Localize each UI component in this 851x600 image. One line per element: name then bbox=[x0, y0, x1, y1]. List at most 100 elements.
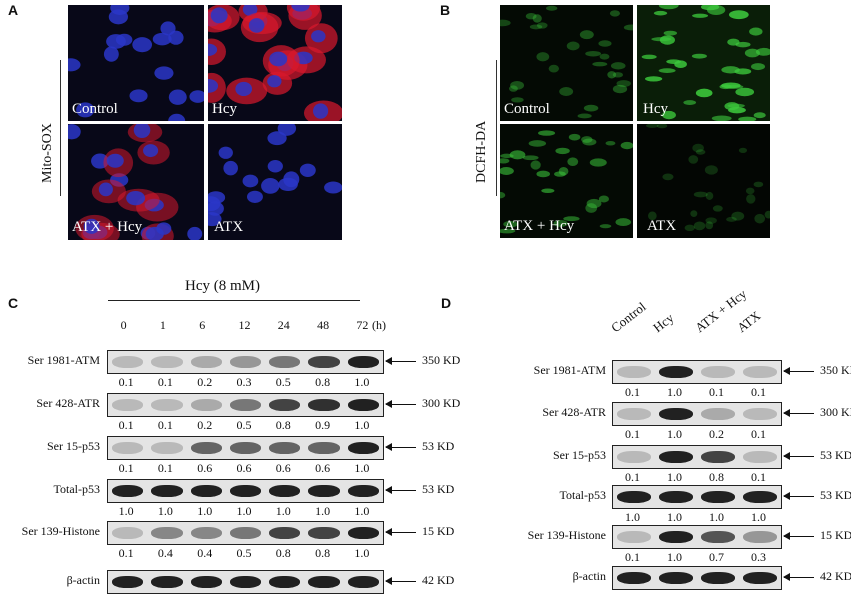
densitometry-value: 0.1 bbox=[158, 375, 173, 390]
nucleus bbox=[267, 131, 286, 145]
blot-band bbox=[308, 399, 339, 411]
dcfh-cell bbox=[754, 112, 766, 118]
blot-strip bbox=[612, 402, 782, 426]
blot-band bbox=[659, 408, 693, 420]
blot-band bbox=[659, 531, 693, 543]
dcfh-cell bbox=[590, 158, 607, 166]
densitometry-value: 0.5 bbox=[237, 546, 252, 561]
blot-band bbox=[659, 451, 693, 463]
nucleus bbox=[129, 89, 147, 102]
dcfh-cell bbox=[688, 155, 698, 164]
dcfh-cell bbox=[705, 165, 718, 174]
blot-band bbox=[269, 527, 300, 539]
blot-band bbox=[743, 408, 777, 420]
blot-band bbox=[230, 399, 261, 411]
kd-arrow bbox=[386, 581, 416, 582]
nucleus bbox=[313, 103, 328, 118]
densitometry-value: 0.6 bbox=[276, 461, 291, 476]
panel-d-row-label: Ser 139-Histone bbox=[528, 528, 606, 543]
blot-band bbox=[743, 366, 777, 378]
dcfh-cell bbox=[696, 89, 713, 98]
blot-band bbox=[701, 531, 735, 543]
densitometry-value: 1.0 bbox=[709, 510, 724, 525]
lane-label: Hcy bbox=[650, 310, 677, 336]
dcfh-cell bbox=[751, 63, 765, 70]
blot-band bbox=[659, 366, 693, 378]
dcfh-cell bbox=[694, 221, 705, 230]
dcfh-cell bbox=[746, 194, 755, 204]
densitometry-value: 1.0 bbox=[237, 504, 252, 519]
dcfh-hcy-tile: Hcy bbox=[637, 5, 770, 121]
kd-arrow bbox=[784, 577, 814, 578]
blot-band bbox=[743, 531, 777, 543]
dcfh-cell bbox=[581, 136, 592, 143]
dcfh-control-label: Control bbox=[504, 101, 550, 118]
molecular-weight-label: 53 KD bbox=[820, 488, 851, 503]
densitometry-value: 0.6 bbox=[315, 461, 330, 476]
blot-band bbox=[151, 485, 182, 497]
dcfh-cell bbox=[705, 221, 713, 229]
dcfh-cell bbox=[683, 100, 696, 105]
densitometry-value: 0.8 bbox=[276, 546, 291, 561]
nucleus bbox=[99, 182, 113, 196]
panel-c-row-label: Total-p53 bbox=[54, 482, 100, 497]
timepoint-label: 12 bbox=[239, 318, 251, 333]
dcfh-cell bbox=[541, 189, 554, 194]
dcfh-cell bbox=[735, 88, 754, 96]
dcfh-cell bbox=[500, 154, 514, 158]
molecular-weight-label: 53 KD bbox=[422, 482, 454, 497]
dcfh-cell bbox=[531, 160, 541, 169]
lane-label: ATX bbox=[734, 308, 764, 336]
dcfh-cell bbox=[694, 192, 708, 198]
mitosox-atx-hcy-tile: ATX + Hcy bbox=[68, 124, 204, 240]
densitometry-value: 0.5 bbox=[237, 418, 252, 433]
blot-band bbox=[230, 356, 261, 368]
blot-band bbox=[269, 356, 300, 368]
blot-band bbox=[269, 485, 300, 497]
kd-arrow bbox=[386, 532, 416, 533]
dcfh-cell bbox=[754, 214, 765, 224]
nucleus bbox=[268, 160, 283, 173]
molecular-weight-label: 53 KD bbox=[422, 439, 454, 454]
densitometry-value: 0.6 bbox=[237, 461, 252, 476]
dcfh-cell bbox=[696, 149, 706, 154]
dcfh-cell bbox=[509, 85, 518, 91]
blot-strip bbox=[107, 570, 384, 594]
timepoint-label: 6 bbox=[199, 318, 205, 333]
blot-band bbox=[151, 527, 182, 539]
molecular-weight-label: 42 KD bbox=[820, 569, 851, 584]
densitometry-value: 0.7 bbox=[709, 550, 724, 565]
dcfh-cell bbox=[567, 157, 578, 166]
blot-band bbox=[112, 485, 143, 497]
densitometry-value: 1.0 bbox=[751, 510, 766, 525]
densitometry-value: 0.1 bbox=[751, 470, 766, 485]
blot-band bbox=[617, 366, 651, 378]
blot-band bbox=[348, 576, 379, 588]
blot-band bbox=[308, 576, 339, 588]
densitometry-value: 0.9 bbox=[315, 418, 330, 433]
densitometry-value: 1.0 bbox=[667, 510, 682, 525]
blot-band bbox=[348, 399, 379, 411]
densitometry-value: 1.0 bbox=[625, 510, 640, 525]
dcfh-cell bbox=[726, 217, 737, 222]
panel-d-row-label: β-actin bbox=[573, 569, 606, 584]
dcfh-atx-hcy-tile: ATX + Hcy bbox=[500, 124, 633, 238]
densitometry-value: 0.2 bbox=[197, 418, 212, 433]
kd-arrow bbox=[784, 456, 814, 457]
dcfh-cell bbox=[569, 134, 581, 141]
panel-c-row-label: β-actin bbox=[67, 573, 100, 588]
densitometry-value: 0.1 bbox=[119, 461, 134, 476]
dcfh-cell bbox=[600, 54, 610, 60]
blot-band bbox=[348, 356, 379, 368]
dcfh-cell bbox=[645, 76, 662, 81]
panel-c-letter: C bbox=[8, 295, 18, 311]
nucleus bbox=[126, 191, 145, 205]
blot-band bbox=[151, 356, 182, 368]
blot-band bbox=[701, 451, 735, 463]
panel-d-row-label: Total-p53 bbox=[560, 488, 606, 503]
densitometry-value: 0.3 bbox=[237, 375, 252, 390]
dcfh-cell bbox=[749, 28, 762, 36]
dcfh-cell bbox=[578, 114, 592, 119]
dcfh-cell bbox=[692, 54, 707, 59]
dcfh-cell bbox=[721, 66, 740, 73]
